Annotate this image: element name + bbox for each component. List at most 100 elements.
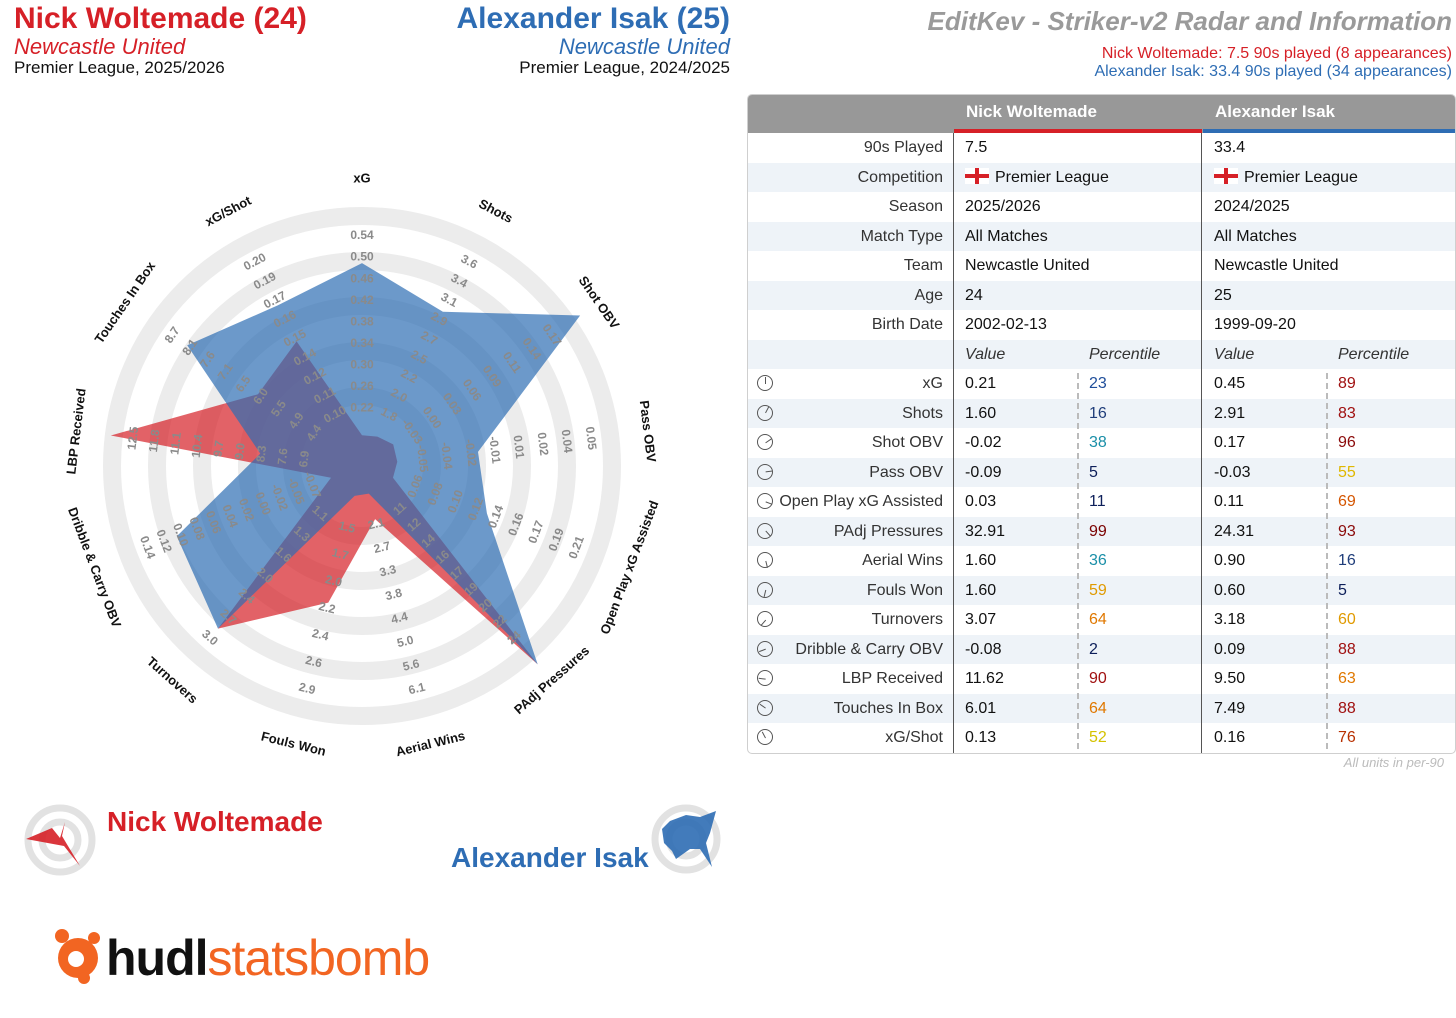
radar-tick-label: 0.30 bbox=[350, 358, 374, 372]
metric-percentile-player1: 99 bbox=[1089, 522, 1107, 540]
radar-tick-label: 0.02 bbox=[535, 432, 552, 457]
legend-radar-icon-player2 bbox=[651, 804, 721, 874]
metric-percentile-player2: 69 bbox=[1338, 493, 1356, 510]
radar-ring-1 bbox=[148, 252, 576, 680]
radar-tick-label: 0.34 bbox=[350, 336, 374, 350]
subheader-value-player2: Value bbox=[1214, 345, 1255, 363]
info-row-label: Team bbox=[903, 257, 943, 274]
metric-label: Shots bbox=[902, 404, 943, 422]
metric-percentile-player2: 16 bbox=[1338, 552, 1356, 569]
radar-tick-label: 6.1 bbox=[407, 680, 427, 698]
radar-tick-label: 2.7 bbox=[372, 538, 392, 556]
metric-value-player2: 7.49 bbox=[1214, 699, 1246, 717]
player1-minutes-info: Nick Woltemade: 7.5 90s played (8 appear… bbox=[1101, 45, 1452, 62]
metric-value-player2: 24.31 bbox=[1214, 522, 1255, 540]
radar-tick-label: 0.46 bbox=[350, 271, 374, 285]
player2-competition: Premier League, 2024/2025 bbox=[519, 58, 730, 77]
metric-percentile-player2: 96 bbox=[1338, 434, 1356, 451]
radar-tick-label: 0.38 bbox=[350, 314, 374, 328]
metric-percentile-player1: 36 bbox=[1089, 552, 1107, 569]
radar-axis-label: Aerial Wins bbox=[394, 728, 466, 759]
metric-label: LBP Received bbox=[841, 670, 943, 687]
radar-tick-label: -0.05 bbox=[414, 444, 431, 473]
info-row-value-player1: 7.5 bbox=[965, 139, 988, 156]
info-row: Team Newcastle United Newcastle United bbox=[748, 251, 1455, 281]
radar-tick-label: 0.04 bbox=[559, 429, 576, 454]
subheader-percentile-player1: Percentile bbox=[1089, 345, 1161, 363]
radar-tick-label: 0.21 bbox=[566, 534, 587, 561]
metric-value-player1: 3.07 bbox=[965, 611, 997, 628]
metric-value-player1: -0.02 bbox=[965, 434, 1002, 451]
metric-value-player2: 0.09 bbox=[1214, 640, 1246, 658]
table-row: Pass OBV -0.09 5 -0.03 55 bbox=[748, 457, 1455, 487]
logo-word-hudl: hudl bbox=[106, 930, 209, 986]
radar-tick-label: 3.0 bbox=[199, 627, 221, 649]
table-header-player1: Nick Woltemade bbox=[954, 95, 1202, 133]
info-row-value-player1: Newcastle United bbox=[965, 257, 1090, 274]
table-row: Turnovers 3.07 64 3.18 60 bbox=[748, 605, 1455, 635]
metric-percentile-player2: 5 bbox=[1338, 581, 1347, 599]
info-row-label: 90s Played bbox=[863, 139, 943, 156]
metric-percentile-player1: 64 bbox=[1089, 699, 1107, 717]
table-row: Fouls Won 1.60 59 0.60 5 bbox=[748, 575, 1455, 605]
radar-tick-label: 0.42 bbox=[350, 293, 374, 307]
metric-percentile-player2: 93 bbox=[1338, 522, 1356, 540]
metric-value-player1: -0.09 bbox=[965, 463, 1002, 481]
metric-percentile-player1: 2 bbox=[1089, 640, 1098, 658]
info-row: Age 24 25 bbox=[748, 280, 1455, 310]
info-row-label: Match Type bbox=[860, 227, 943, 245]
radar-tick-label: 4.4 bbox=[390, 609, 410, 627]
info-row-label: Competition bbox=[857, 168, 943, 186]
radar-axis-label: Fouls Won bbox=[260, 728, 328, 758]
metric-percentile-player2: 55 bbox=[1338, 463, 1356, 481]
radar-tick-label: 0.01 bbox=[511, 434, 528, 459]
radar-tick-label: -0.04 bbox=[438, 441, 455, 470]
radar-tick-label: 9.7 bbox=[210, 439, 226, 458]
radar-tick-label: 0.22 bbox=[350, 401, 374, 415]
radar-axis-label: xG bbox=[353, 170, 370, 185]
radar-tick-label: 6.9 bbox=[296, 450, 312, 469]
radar-tick-label: 2.6 bbox=[304, 653, 324, 671]
metric-percentile-player1: 38 bbox=[1089, 434, 1107, 451]
info-row: 90s Played 7.5 33.4 bbox=[748, 133, 1455, 163]
metric-percentile-player2: 83 bbox=[1338, 404, 1356, 422]
metric-label: PAdj Pressures bbox=[833, 522, 943, 540]
radar-tick-label: 2.4 bbox=[311, 626, 331, 644]
comparison-table: Nick Woltemade Alexander Isak 90s Played… bbox=[747, 94, 1456, 754]
logo-word-statsbomb: statsbomb bbox=[207, 930, 431, 986]
info-row: Season 2025/2026 2024/2025 bbox=[748, 192, 1455, 222]
metric-value-player1: 11.62 bbox=[965, 670, 1004, 687]
metric-value-player1: -0.08 bbox=[965, 640, 1002, 658]
info-row-value-player1: 2025/2026 bbox=[965, 198, 1041, 215]
metric-value-player2: 0.11 bbox=[1214, 493, 1244, 510]
metric-percentile-player2: 60 bbox=[1338, 611, 1356, 628]
subheader-value-player1: Value bbox=[965, 345, 1006, 363]
metric-percentile-player1: 11 bbox=[1089, 493, 1106, 510]
info-row-value-player2: Premier League bbox=[1214, 163, 1358, 193]
player2-team: Newcastle United bbox=[558, 34, 730, 59]
radar-tick-label: 1.8 bbox=[378, 404, 400, 424]
radar-tick-label: 0.05 bbox=[583, 426, 600, 451]
radar-tick-label: 12.5 bbox=[124, 425, 141, 450]
radar-axis-label: Pass OBV bbox=[637, 400, 659, 464]
table-row: xG 0.21 23 0.45 89 bbox=[748, 369, 1455, 399]
radar-tick-label: 2.0 bbox=[324, 572, 344, 590]
radar-tick-label: 8.3 bbox=[253, 444, 269, 463]
percentile-divider bbox=[1326, 373, 1328, 749]
metric-percentile-player1: 64 bbox=[1089, 611, 1107, 628]
gauge-icon bbox=[757, 611, 773, 627]
metric-percentile-player1: 16 bbox=[1089, 404, 1107, 422]
metric-value-player1: 1.60 bbox=[965, 404, 997, 422]
metric-percentile-player1: 23 bbox=[1089, 375, 1107, 392]
radar-tick-label: 2.5 bbox=[409, 347, 431, 367]
table-row: LBP Received 11.62 90 9.50 63 bbox=[748, 664, 1455, 694]
metric-label: Shot OBV bbox=[871, 434, 943, 451]
table-divider bbox=[953, 133, 954, 753]
table-row: Dribble & Carry OBV -0.08 2 0.09 88 bbox=[748, 634, 1455, 664]
info-row-value-player1: All Matches bbox=[965, 227, 1048, 245]
gauge-icon bbox=[757, 463, 773, 480]
metric-value-player2: 2.91 bbox=[1214, 404, 1246, 422]
legend-player2: Alexander Isak bbox=[451, 842, 649, 873]
info-row-label: Season bbox=[888, 198, 943, 215]
metric-label: Turnovers bbox=[871, 611, 943, 628]
